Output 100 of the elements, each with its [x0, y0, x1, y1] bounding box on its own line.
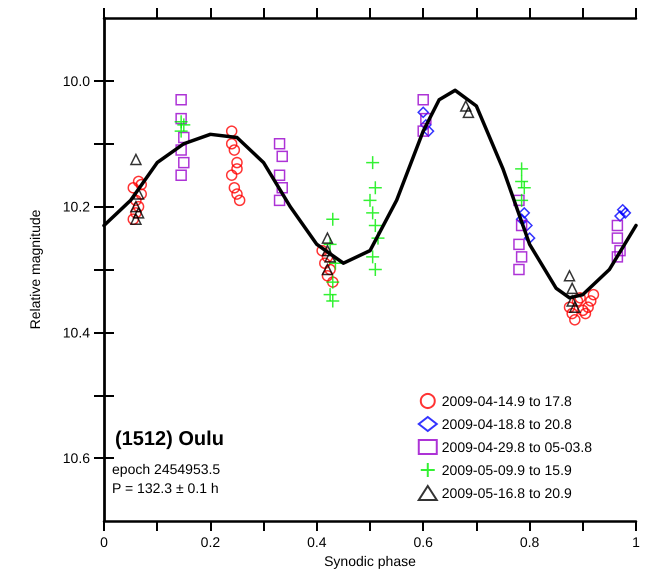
point	[322, 244, 334, 256]
point	[574, 292, 586, 304]
point	[178, 156, 190, 168]
point	[175, 169, 187, 181]
point	[132, 207, 144, 219]
point	[274, 138, 286, 150]
point	[616, 204, 628, 216]
point	[128, 213, 140, 225]
point	[276, 150, 288, 162]
point	[524, 232, 536, 244]
x-tick-label: 1	[632, 534, 640, 550]
point	[588, 288, 600, 300]
x-tick-label: 0	[100, 534, 108, 550]
point	[228, 182, 240, 194]
legend-label: 2009-04-18.8 to 20.8	[442, 416, 572, 432]
y-tick-label: 10.6	[62, 450, 90, 466]
point	[417, 125, 429, 137]
point	[322, 287, 338, 302]
point	[226, 169, 238, 181]
point	[417, 94, 429, 106]
point	[516, 213, 528, 225]
legend-label: 2009-05-09.9 to 15.9	[442, 462, 572, 478]
point	[566, 295, 578, 307]
point	[420, 112, 432, 124]
legend-label: 2009-04-29.8 to 05-03.8	[442, 439, 592, 455]
x-axis-title: Synodic phase	[324, 552, 416, 569]
annotation: P = 132.3 ± 0.1 h	[112, 480, 219, 496]
point	[319, 257, 331, 269]
point	[316, 244, 328, 256]
point	[462, 106, 474, 118]
point	[514, 174, 529, 189]
point	[175, 144, 187, 156]
x-tick-label: 0.6	[413, 534, 434, 550]
point	[226, 138, 238, 150]
point	[585, 295, 597, 307]
point	[368, 262, 383, 277]
y-tick-label: 10.2	[62, 198, 90, 215]
point	[564, 301, 576, 313]
point	[276, 182, 288, 194]
point	[231, 156, 243, 168]
point	[460, 100, 472, 112]
point	[322, 264, 334, 276]
point	[566, 282, 578, 294]
point	[417, 106, 429, 118]
point	[324, 251, 336, 263]
x-tick-label: 0.4	[307, 534, 327, 550]
point	[564, 270, 576, 282]
point	[326, 212, 340, 226]
y-tick-label: 10.4	[62, 324, 90, 340]
point	[132, 200, 144, 212]
point	[274, 194, 286, 206]
point	[136, 178, 147, 190]
point	[516, 220, 528, 232]
point	[513, 264, 525, 276]
point	[365, 206, 380, 220]
point	[174, 124, 188, 138]
point	[226, 125, 238, 137]
point	[175, 112, 187, 124]
point	[420, 119, 432, 131]
point	[130, 200, 142, 212]
y-tick-label: 10.0	[62, 72, 90, 89]
point	[322, 232, 334, 244]
point	[365, 155, 380, 170]
point	[566, 308, 578, 320]
point	[231, 163, 243, 175]
point	[274, 169, 286, 181]
point	[176, 118, 192, 132]
point	[614, 244, 626, 256]
point	[130, 213, 142, 225]
point	[514, 162, 529, 176]
point	[517, 180, 532, 196]
legend-label: 2009-05-16.8 to 20.9	[442, 485, 572, 501]
point	[322, 237, 338, 252]
point	[322, 270, 334, 282]
point	[569, 314, 581, 326]
point	[514, 193, 529, 208]
point	[234, 194, 246, 206]
point	[362, 193, 378, 208]
point	[231, 188, 243, 200]
point	[612, 220, 624, 232]
annotation: epoch 2454953.5	[112, 461, 220, 477]
point	[518, 207, 530, 219]
point	[365, 250, 380, 264]
point	[612, 251, 624, 263]
x-tick-label: 0.8	[520, 534, 540, 550]
point	[175, 94, 187, 106]
point	[580, 308, 592, 320]
point	[130, 154, 142, 166]
legend-label: 2009-04-14.9 to 17.8	[442, 393, 572, 409]
point	[569, 301, 581, 313]
point	[324, 264, 336, 276]
point	[228, 144, 240, 156]
x-tick-label: 0.2	[200, 534, 220, 550]
point	[516, 251, 528, 263]
text: (1512) Oulu	[115, 428, 224, 450]
point	[368, 218, 383, 233]
point	[370, 230, 386, 246]
point	[513, 238, 525, 250]
point	[422, 125, 434, 137]
y-axis-title: Relative magnitude	[27, 209, 43, 330]
